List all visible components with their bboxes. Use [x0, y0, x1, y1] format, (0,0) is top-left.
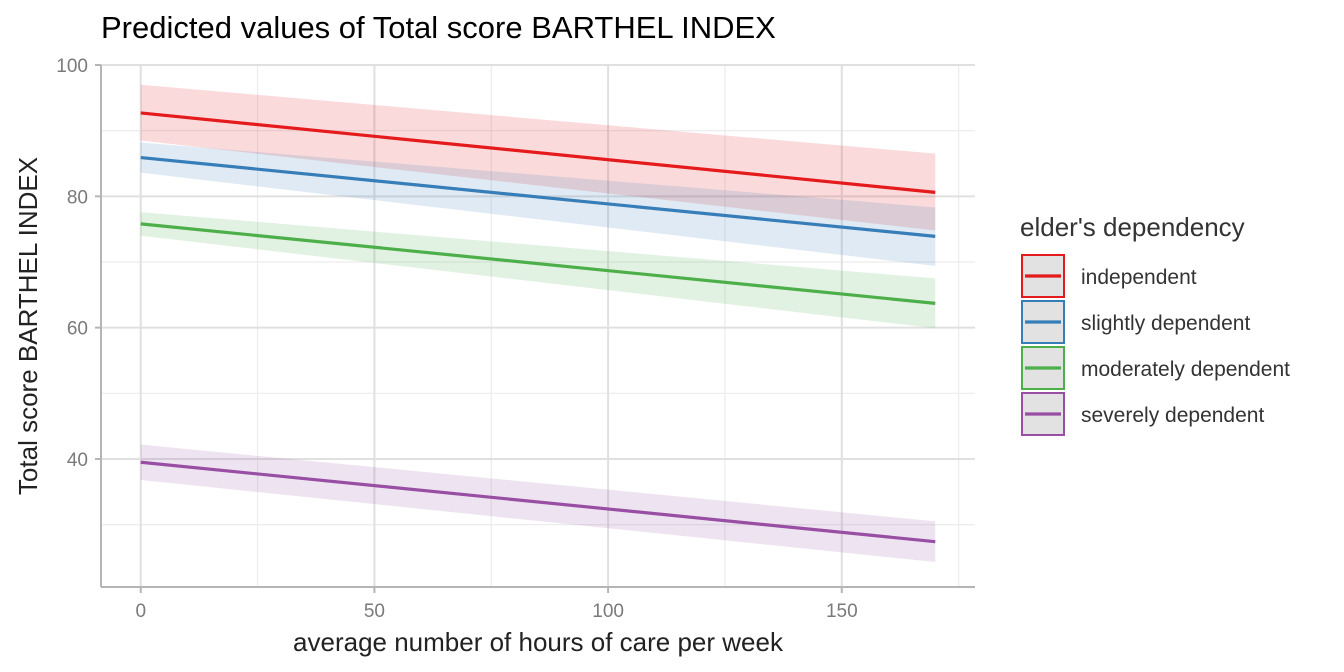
ci-ribbon-independent	[140, 84, 936, 231]
legend-label: moderately dependent	[1081, 358, 1290, 381]
y-tick-label: 100	[56, 56, 88, 77]
series-line-independent	[140, 111, 936, 194]
chart-title: Predicted values of Total score BARTHEL …	[101, 10, 776, 45]
x-tick-label: 100	[592, 601, 624, 622]
legend-label: independent	[1081, 266, 1197, 289]
legend-item-moderately-dependent: moderately dependent	[1021, 346, 1290, 390]
x-axis-title: average number of hours of care per week	[293, 627, 784, 657]
confidence-ribbons	[140, 84, 936, 563]
x-tick-label: 150	[826, 601, 858, 622]
series-line-moderately-dependent	[140, 222, 936, 305]
series-lines	[140, 111, 936, 544]
x-tick-labels: 0 50 100 150	[135, 601, 857, 622]
y-axis-title: Total score BARTHEL INDEX	[13, 157, 43, 495]
x-tick-label: 50	[364, 601, 385, 622]
series-line-severely-dependent	[140, 460, 936, 544]
y-tick-label: 40	[67, 450, 88, 471]
ci-ribbon-slightly-dependent	[140, 142, 936, 266]
ci-ribbon-moderately-dependent	[140, 212, 936, 329]
major-gridlines	[101, 64, 975, 587]
y-tick-label: 80	[67, 187, 88, 208]
legend-item-severely-dependent: severely dependent	[1021, 392, 1264, 436]
legend-label: severely dependent	[1081, 404, 1264, 427]
minor-gridlines	[101, 65, 975, 587]
legend-label: slightly dependent	[1081, 312, 1250, 335]
axes	[95, 64, 975, 593]
legend: elder's dependency independent slightly d…	[1020, 212, 1290, 436]
y-tick-labels: 40 60 80 100	[56, 56, 88, 471]
x-tick-label: 0	[135, 601, 146, 622]
series-line-slightly-dependent	[140, 155, 936, 238]
legend-item-slightly-dependent: slightly dependent	[1021, 300, 1250, 344]
legend-title: elder's dependency	[1020, 212, 1245, 242]
legend-item-independent: independent	[1021, 254, 1197, 298]
y-tick-label: 60	[67, 319, 88, 340]
